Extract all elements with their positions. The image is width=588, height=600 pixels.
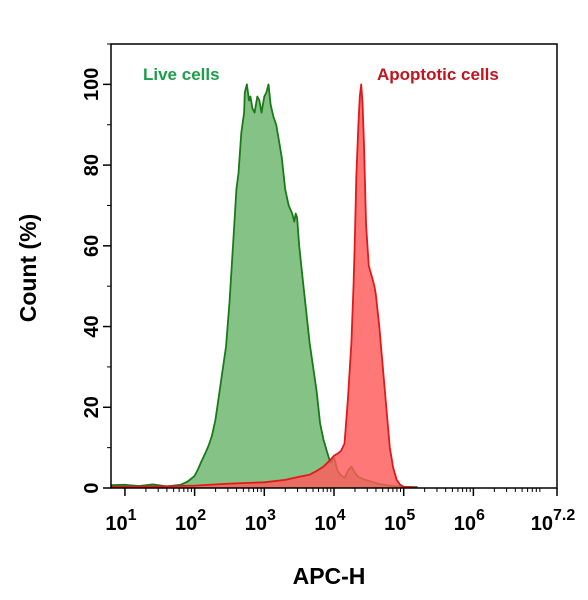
y-tick-label: 80 — [81, 154, 103, 176]
x-tick-label: 102 — [175, 507, 206, 535]
x-tick-base: 10 — [245, 513, 267, 535]
x-tick-exponent: 5 — [406, 507, 415, 524]
x-tick-exponent: 7.2 — [553, 507, 575, 524]
x-tick-label: 103 — [245, 507, 276, 535]
x-tick-base: 10 — [105, 513, 127, 535]
x-tick-base: 10 — [175, 513, 197, 535]
series-line-1 — [110, 83, 418, 489]
x-axis-title: APC-H — [293, 563, 366, 589]
x-tick-label: 106 — [454, 507, 485, 535]
x-tick-base: 10 — [384, 513, 406, 535]
x-tick-label: 101 — [105, 507, 136, 535]
x-axis: 101 102 103 104 105 106 107.2 — [105, 488, 575, 535]
y-tick-label: 100 — [81, 68, 103, 101]
series-area-1 — [111, 84, 418, 489]
series-layer — [110, 83, 418, 489]
series-label-0: Live cells — [143, 65, 220, 84]
x-tick-base: 10 — [454, 513, 476, 535]
x-tick-exponent: 1 — [128, 507, 137, 524]
x-tick-label: 104 — [314, 507, 345, 535]
y-tick-label: 60 — [81, 235, 103, 257]
x-tick-label: 107.2 — [531, 507, 576, 535]
plot-frame — [110, 43, 558, 489]
x-tick-exponent: 4 — [337, 507, 346, 524]
x-tick-exponent: 2 — [197, 507, 206, 524]
y-tick-label: 40 — [81, 315, 103, 337]
series-area-0 — [111, 84, 418, 489]
series-label-1: Apoptotic cells — [377, 65, 499, 84]
x-tick-base: 10 — [314, 513, 336, 535]
x-tick-exponent: 3 — [267, 507, 276, 524]
y-tick-label: 0 — [81, 482, 103, 493]
y-tick-label: 20 — [81, 396, 103, 418]
x-tick-exponent: 6 — [476, 507, 485, 524]
x-tick-label: 105 — [384, 507, 415, 535]
y-axis: 0 20 40 60 80 100 — [81, 43, 111, 494]
legend: Live cells Apoptotic cells — [143, 65, 499, 84]
y-axis-title: Count (%) — [15, 214, 41, 323]
x-tick-base: 10 — [531, 513, 553, 535]
